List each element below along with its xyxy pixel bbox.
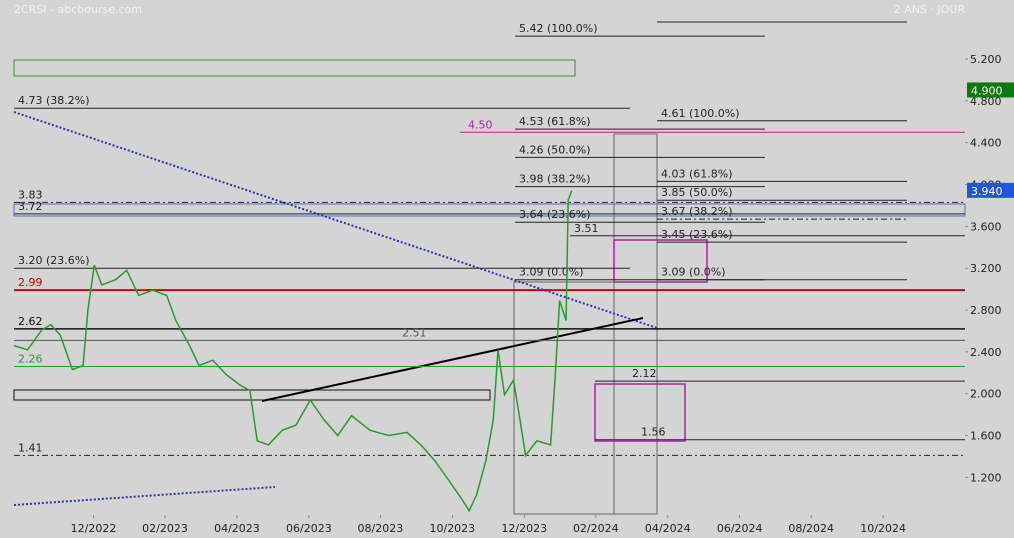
level-label: 4.53 (61.8%) bbox=[519, 115, 591, 128]
level-label: 1.41 bbox=[18, 441, 43, 454]
price-line bbox=[13, 190, 573, 513]
y-tick-label: 3.600 bbox=[970, 220, 1002, 233]
zone-rect bbox=[13, 203, 966, 217]
level-label: 3.72 bbox=[18, 200, 43, 213]
trend-line bbox=[13, 111, 658, 329]
y-tick-label: 3.200 bbox=[970, 262, 1002, 275]
x-tick-label: 12/2022 bbox=[71, 522, 117, 535]
y-tick-label: 2.400 bbox=[970, 346, 1002, 359]
level-label: 3.09 (0.0%) bbox=[661, 266, 726, 279]
level-label: 1.56 bbox=[641, 426, 666, 439]
level-label: 2.51 bbox=[402, 326, 427, 339]
level-label: 3.85 (50.0%) bbox=[661, 186, 733, 199]
level-label: 3.51 bbox=[574, 222, 599, 235]
level-label: 4.26 (50.0%) bbox=[519, 143, 591, 156]
level-label: 3.98 (38.2%) bbox=[519, 173, 591, 186]
x-tick-label: 04/2024 bbox=[645, 522, 691, 535]
level-label: 2.12 bbox=[632, 367, 657, 380]
x-tick-label: 10/2023 bbox=[429, 522, 475, 535]
zone-rect bbox=[613, 239, 708, 283]
level-label: 4.73 (38.2%) bbox=[18, 94, 90, 107]
y-tick-label: 5.200 bbox=[970, 53, 1002, 66]
x-tick-label: 06/2024 bbox=[717, 522, 763, 535]
level-label: 2.26 bbox=[18, 353, 43, 366]
y-tick-label: 2.000 bbox=[970, 388, 1002, 401]
price-badge-label: 3.940 bbox=[971, 185, 1003, 198]
price-badge-label: 4.900 bbox=[971, 84, 1003, 97]
x-tick-label: 10/2024 bbox=[860, 522, 906, 535]
y-tick-label: 1.200 bbox=[970, 471, 1002, 484]
y-tick-label: 1.600 bbox=[970, 430, 1002, 443]
level-label: 3.20 (23.6%) bbox=[18, 254, 90, 267]
chart-title: 2CRSI - abcbourse.com bbox=[14, 3, 142, 16]
level-label: 3.45 (23.6%) bbox=[661, 228, 733, 241]
trend-line bbox=[261, 317, 644, 402]
x-tick-label: 12/2023 bbox=[501, 522, 547, 535]
zone-rect bbox=[594, 383, 686, 442]
price-badge bbox=[967, 82, 1014, 98]
level-label: 3.67 (38.2%) bbox=[661, 205, 733, 218]
zone-rect bbox=[13, 59, 576, 77]
x-tick-label: 06/2023 bbox=[286, 522, 332, 535]
level-label: 2.62 bbox=[18, 315, 43, 328]
y-tick-label: 4.800 bbox=[970, 95, 1002, 108]
x-tick-label: 08/2024 bbox=[788, 522, 834, 535]
x-tick-label: 04/2023 bbox=[214, 522, 260, 535]
x-tick-label: 08/2023 bbox=[358, 522, 404, 535]
level-label: 5.42 (100.0%) bbox=[519, 22, 598, 35]
level-label: 4.61 (100.0%) bbox=[661, 107, 740, 120]
price-badge bbox=[967, 182, 1014, 198]
level-label: 3.64 (23.6%) bbox=[519, 208, 591, 221]
level-label: 3.83 bbox=[18, 188, 43, 201]
level-label: 4.03 (61.8%) bbox=[661, 167, 733, 180]
level-label: 4.50 bbox=[468, 118, 493, 131]
level-label: 2.99 bbox=[18, 276, 43, 289]
x-tick-label: 02/2023 bbox=[142, 522, 188, 535]
x-tick-label: 02/2024 bbox=[573, 522, 619, 535]
level-label: 3.09 (0.0%) bbox=[519, 266, 584, 279]
y-tick-label: 2.800 bbox=[970, 304, 1002, 317]
y-tick-label: 4.400 bbox=[970, 137, 1002, 150]
chart-subtitle: 2 ANS · JOUR bbox=[894, 3, 966, 16]
